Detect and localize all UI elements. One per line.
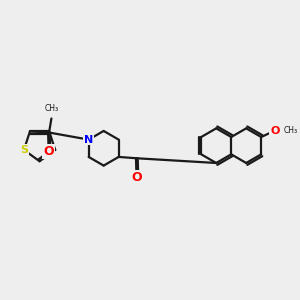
Text: O: O: [43, 145, 54, 158]
Text: O: O: [131, 171, 142, 184]
Text: CH₃: CH₃: [44, 104, 58, 113]
Text: S: S: [20, 145, 28, 155]
Text: O: O: [270, 125, 280, 136]
Text: CH₃: CH₃: [284, 126, 298, 135]
Text: N: N: [84, 135, 93, 145]
